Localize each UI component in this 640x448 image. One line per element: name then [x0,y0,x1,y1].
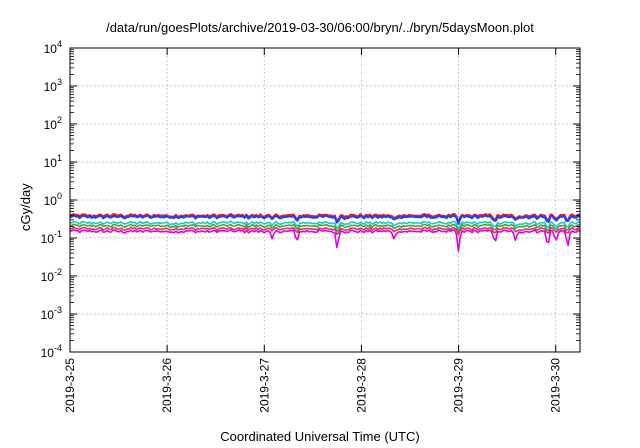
series-lines [69,212,581,252]
series-line [69,220,581,231]
y-tick-label: 10-1 [41,229,62,246]
x-tick-label: 2019-3-28 [354,358,368,413]
x-tick-label: 2019-3-27 [257,358,271,413]
y-tick-label: 10-3 [41,305,62,322]
y-tick-label: 102 [44,115,62,132]
chart-title: /data/run/goesPlots/archive/2019-03-30/0… [106,20,534,35]
y-tick-label: 100 [44,191,62,208]
x-axis-label: Coordinated Universal Time (UTC) [220,429,420,444]
x-tick-label: 2019-3-30 [549,358,563,413]
tick-labels: 10-4 10-3 10-2 10-1 100 101 102 103 104 2019-3-25… [41,39,563,413]
series-line [69,223,581,233]
x-tick-label: 2019-3-25 [63,358,77,413]
series-line [69,226,581,236]
y-tick-label: 104 [44,39,62,56]
axis-ticks [69,47,580,353]
x-tick-label: 2019-3-29 [452,358,466,413]
series-line [69,214,581,225]
x-tick-label: 2019-3-26 [160,358,174,413]
y-tick-label: 103 [44,77,62,94]
y-tick-label: 101 [44,153,62,170]
series-line [69,228,581,252]
y-tick-label: 10-2 [41,267,62,284]
y-tick-label: 10-4 [41,343,62,360]
grid-lines [70,48,580,352]
